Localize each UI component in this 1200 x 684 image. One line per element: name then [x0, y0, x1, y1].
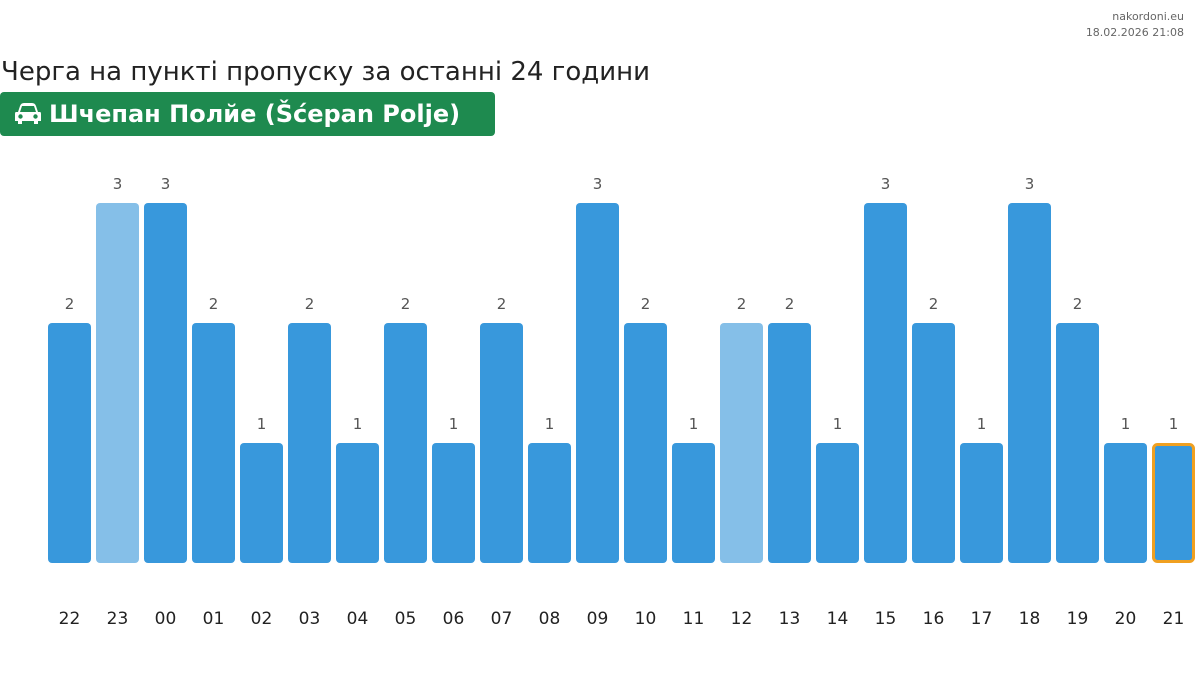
- tick-label-01: 01: [203, 609, 225, 629]
- bar-22: [48, 323, 91, 563]
- tick-label-00: 00: [155, 609, 177, 629]
- tick-label-09: 09: [587, 609, 609, 629]
- bar-05: [384, 323, 427, 563]
- crossing-name: Шчепан Полйе (Šćepan Polje): [49, 100, 461, 128]
- value-label-09: 3: [593, 175, 603, 193]
- bar-21: [1152, 443, 1195, 563]
- bar-13: [768, 323, 811, 563]
- tick-label-07: 07: [491, 609, 513, 629]
- tick-label-22: 22: [59, 609, 81, 629]
- bar-20: [1104, 443, 1147, 563]
- bar-04: [336, 443, 379, 563]
- queue-bar-chart: 2223233002011022031042051062071083092101…: [48, 175, 1195, 629]
- value-label-19: 2: [1073, 295, 1083, 313]
- value-label-03: 2: [305, 295, 315, 313]
- tick-label-20: 20: [1115, 609, 1137, 629]
- bar-19: [1056, 323, 1099, 563]
- source-info: nakordoni.eu 18.02.2026 21:08: [1086, 9, 1184, 41]
- tick-label-18: 18: [1019, 609, 1041, 629]
- value-label-01: 2: [209, 295, 219, 313]
- value-label-17: 1: [977, 415, 987, 433]
- value-label-07: 2: [497, 295, 507, 313]
- tick-label-05: 05: [395, 609, 417, 629]
- value-label-16: 2: [929, 295, 939, 313]
- value-label-04: 1: [353, 415, 363, 433]
- value-label-11: 1: [689, 415, 699, 433]
- tick-label-23: 23: [107, 609, 129, 629]
- tick-label-10: 10: [635, 609, 657, 629]
- value-label-15: 3: [881, 175, 891, 193]
- bar-06: [432, 443, 475, 563]
- bar-14: [816, 443, 859, 563]
- value-label-00: 3: [161, 175, 171, 193]
- crossing-badge: Шчепан Полйе (Šćepan Polje): [0, 92, 495, 136]
- value-label-22: 2: [65, 295, 75, 313]
- value-label-02: 1: [257, 415, 267, 433]
- tick-label-06: 06: [443, 609, 465, 629]
- value-label-08: 1: [545, 415, 555, 433]
- value-label-12: 2: [737, 295, 747, 313]
- tick-label-04: 04: [347, 609, 369, 629]
- tick-label-13: 13: [779, 609, 801, 629]
- tick-label-14: 14: [827, 609, 849, 629]
- tick-label-19: 19: [1067, 609, 1089, 629]
- value-label-18: 3: [1025, 175, 1035, 193]
- tick-label-08: 08: [539, 609, 561, 629]
- bar-18: [1008, 203, 1051, 563]
- value-label-06: 1: [449, 415, 459, 433]
- tick-label-02: 02: [251, 609, 273, 629]
- tick-label-03: 03: [299, 609, 321, 629]
- value-label-10: 2: [641, 295, 651, 313]
- tick-label-15: 15: [875, 609, 897, 629]
- bar-09: [576, 203, 619, 563]
- bar-02: [240, 443, 283, 563]
- bar-16: [912, 323, 955, 563]
- value-label-20: 1: [1121, 415, 1131, 433]
- source-timestamp: 18.02.2026 21:08: [1085, 26, 1184, 39]
- bar-01: [192, 323, 235, 563]
- tick-label-16: 16: [923, 609, 945, 629]
- bar-07: [480, 323, 523, 563]
- car-icon: [14, 102, 42, 126]
- bar-10: [624, 323, 667, 563]
- bar-11: [672, 443, 715, 563]
- bar-17: [960, 443, 1003, 563]
- bar-00: [144, 203, 187, 563]
- bar-08: [528, 443, 571, 563]
- tick-label-12: 12: [731, 609, 753, 629]
- source-site: nakordoni.eu: [1112, 10, 1184, 23]
- bar-15: [864, 203, 907, 563]
- value-label-21: 1: [1169, 415, 1179, 433]
- tick-label-11: 11: [683, 609, 705, 629]
- tick-label-17: 17: [971, 609, 993, 629]
- page-title: Черга на пункті пропуску за останні 24 г…: [1, 57, 651, 87]
- value-label-13: 2: [785, 295, 795, 313]
- value-label-14: 1: [833, 415, 843, 433]
- bar-23: [96, 203, 139, 563]
- value-label-05: 2: [401, 295, 411, 313]
- tick-label-21: 21: [1163, 609, 1185, 629]
- bar-12: [720, 323, 763, 563]
- bar-03: [288, 323, 331, 563]
- value-label-23: 3: [113, 175, 123, 193]
